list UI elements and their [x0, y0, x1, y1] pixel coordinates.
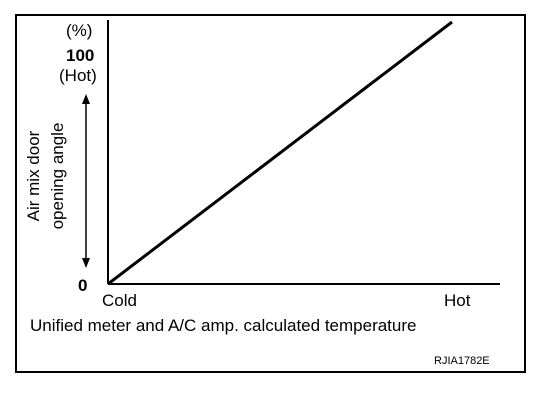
- y-arrow-down-head: [82, 258, 90, 268]
- y-arrow-up-head: [82, 94, 90, 104]
- y-axis-label: Air mix door opening angle: [22, 123, 70, 230]
- series-line: [107, 20, 453, 286]
- y-tick-max: 100: [66, 46, 95, 65]
- y-axis-label-line: opening angle: [48, 122, 67, 230]
- y-axis-unit: (%): [66, 21, 93, 40]
- y-tick-min: 0: [78, 276, 88, 295]
- x-tick-min: Cold: [102, 291, 137, 310]
- x-axis-label: Unified meter and A/C amp. calculated te…: [30, 316, 417, 335]
- figure-code: RJIA1782E: [434, 355, 490, 367]
- y-axis-label-line: Air mix door: [24, 130, 43, 222]
- x-tick-max: Hot: [444, 291, 471, 310]
- y-tick-max-label: (Hot): [59, 66, 97, 85]
- chart-frame: [15, 14, 526, 373]
